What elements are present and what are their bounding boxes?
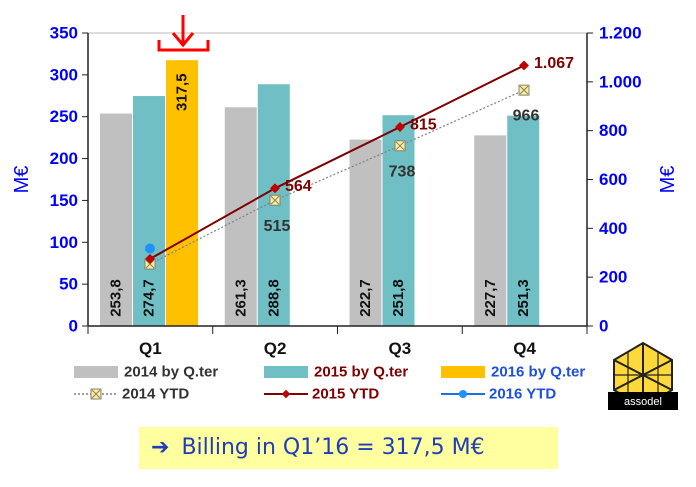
y-left-tick-label: 50 [59,275,78,294]
bar-2014-q1 [100,113,132,326]
legend-item-2015-quarter: 2015 by Q.ter [264,363,408,381]
y-right-tick-label: 200 [599,268,627,287]
legend-swatch-2016 [441,366,485,379]
legend-label: 2014 by Q.ter [124,363,219,381]
x-tick-label: Q3 [389,339,412,358]
banner-text: Billing in Q1’16 = 317,5 M€ [181,435,485,460]
line-value-label: 738 [389,163,416,180]
legend-item-2014-quarter: 2014 by Q.ter [74,363,218,381]
line-2015-ytd [149,64,525,260]
marker-cross [395,141,405,151]
marker-cross [270,195,280,205]
legend-label: 2014 YTD [122,385,190,403]
bar-2014-q4 [474,135,507,326]
logo-text: assodel [624,396,662,408]
line-point-2016-ytd [145,243,155,254]
legend-label: 2016 by Q.ter [491,363,586,381]
legend-swatch-2014 [74,366,118,379]
legend-item-2016-ytd: 2016 YTD [441,385,556,403]
legend-label: 2015 by Q.ter [314,363,409,381]
line-value-label: 966 [513,108,540,125]
bar-value-label: 222,7 [357,279,374,317]
legend-line-2016-ytd [441,390,485,399]
marker-cross [519,85,529,95]
line-point-2014-ytd [394,140,406,152]
bar-2014-q2 [224,107,257,326]
y-right-tick-label: 1.200 [599,24,642,43]
legend-line-2015-ytd [264,389,308,399]
bar-2016-q1 [166,60,198,326]
marker-cross [145,259,155,269]
bar-2015-q1 [133,96,165,326]
bar-value-label: 261,3 [232,279,249,317]
legend-item-2015-ytd: 2015 YTD [264,385,379,403]
legend-item-2014-ytd: 2014 YTD [74,385,189,403]
bar-value-label: 251,3 [515,279,532,317]
y-left-tick-label: 300 [50,65,78,84]
y-right-axis-title: M€ [657,166,679,194]
line-value-label: 1.067 [534,55,574,72]
bar-2014-q3 [349,139,382,326]
x-tick-label: Q2 [264,339,287,358]
legend-label: 2015 YTD [312,385,380,403]
y-left-tick-label: 100 [50,233,78,252]
y-left-tick-label: 150 [50,191,78,210]
bar-2015-q4 [507,115,540,326]
right-arrow-icon: ➔ [151,435,170,460]
line-value-label: 515 [264,218,291,235]
x-tick-label: Q4 [513,339,536,358]
x-tick-label: Q1 [139,339,162,358]
y-right-tick-label: 400 [599,219,627,238]
legend-swatch-2015 [264,366,308,379]
line-point-2015-ytd [145,253,155,264]
bar-value-label: 253,8 [108,279,125,317]
highlight-bracket [157,15,210,52]
line-point-2015-ytd [519,60,529,71]
line-point-2015-ytd [270,183,280,194]
y-left-tick-label: 350 [50,24,78,43]
line-point-2014-ytd [518,84,530,96]
bar-value-label: 274,7 [141,279,158,317]
y-right-tick-label: 800 [599,121,627,140]
bar-value-label: 288,8 [265,279,282,317]
bar-value-label: 251,8 [390,279,407,317]
y-right-tick-label: 0 [599,317,608,336]
down-arrow-icon [171,15,195,48]
summary-banner: ➔ Billing in Q1’16 = 317,5 M€ [139,427,558,469]
assodel-logo: assodel [608,341,678,410]
legend-label: 2016 YTD [489,385,557,403]
y-left-tick-label: 200 [50,149,78,168]
line-point-2014-ytd [269,194,281,206]
line-2014-ytd [149,89,525,265]
y-left-axis-title: M€ [11,166,33,194]
y-left-tick-label: 0 [69,317,78,336]
line-value-label: 564 [285,178,312,195]
bar-value-label: 227,7 [482,279,499,317]
y-right-tick-label: 1.000 [599,72,642,91]
bar-value-label: 317,5 [174,73,191,111]
line-value-label: 815 [410,117,437,134]
chart: Q1 Q2 Q3 Q4 0 50 100 150 200 250 300 350 M€ 0 200 400 60… [11,15,679,358]
y-right-tick-label: 600 [599,170,627,189]
legend-line-2014-ytd [74,388,118,400]
y-left-tick-label: 250 [50,107,78,126]
legend-item-2016-quarter: 2016 by Q.ter [441,363,585,381]
